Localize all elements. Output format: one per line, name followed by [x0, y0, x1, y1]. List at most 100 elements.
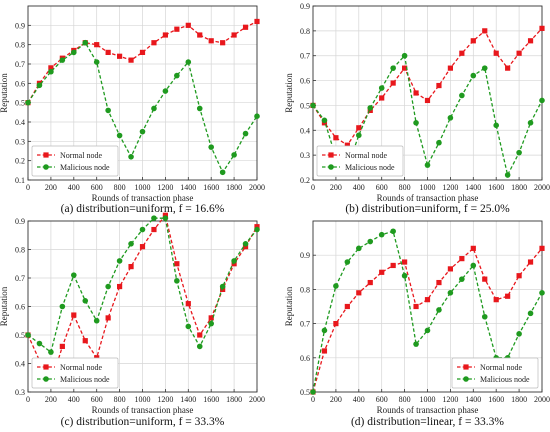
malicious-node-point [344, 259, 351, 265]
legend-label: Malicious node [345, 163, 395, 172]
malicious-node-point [139, 226, 146, 233]
normal-node-point [71, 312, 77, 318]
malicious-node-point [196, 105, 203, 112]
y-tick-label: 0.7 [300, 320, 310, 329]
malicious-node-point [539, 97, 545, 104]
legend-label: Normal node [60, 151, 102, 160]
x-tick-label: 1800 [226, 395, 242, 404]
normal-node-point [321, 348, 328, 354]
normal-node-point [242, 24, 249, 30]
x-tick-label: 1800 [511, 395, 527, 404]
normal-node-point [367, 279, 373, 286]
x-tick-label: 200 [330, 395, 342, 404]
x-tick-label: 600 [91, 395, 103, 404]
x-tick-label: 1600 [488, 395, 504, 404]
normal-node-series-line [27, 213, 258, 386]
malicious-node-point [231, 258, 237, 264]
malicious-node-point [539, 290, 545, 296]
x-tick-label: 800 [114, 183, 126, 192]
y-tick-label: 0.5 [15, 99, 25, 108]
x-tick-label: 2000 [534, 183, 550, 192]
malicious-node-point [105, 283, 111, 290]
malicious-node-point [321, 327, 328, 334]
malicious-node-point [470, 262, 477, 269]
normal-node-point [82, 338, 88, 344]
x-tick-label: 1400 [180, 183, 196, 192]
x-tick-label: 1600 [203, 183, 219, 192]
malicious-node-point [424, 162, 431, 168]
legend-marker [43, 376, 49, 382]
normal-node-point [539, 25, 545, 31]
y-tick-label: 0.7 [15, 60, 25, 69]
malicious-node-point [208, 144, 214, 150]
x-tick-label: 600 [376, 395, 388, 404]
x-tick-label: 400 [68, 183, 80, 192]
malicious-node-point [378, 85, 385, 91]
malicious-node-point [321, 117, 328, 124]
panel-caption: (b) distribution=uniform, f = 25.0% [345, 203, 510, 215]
normal-node-point [493, 297, 499, 303]
normal-node-point [220, 40, 226, 46]
normal-node-point [470, 38, 476, 44]
malicious-node-point [185, 59, 192, 65]
normal-node-point [333, 135, 339, 141]
x-tick-label: 200 [45, 395, 57, 404]
normal-node-point [59, 343, 65, 349]
x-tick-label: 1800 [511, 183, 527, 192]
malicious-node-point [504, 172, 511, 178]
normal-node-point [333, 321, 339, 327]
malicious-node-point [48, 349, 54, 355]
malicious-node-point [25, 332, 31, 338]
malicious-node-point [367, 105, 374, 111]
normal-node-point [197, 32, 203, 38]
normal-node-point [128, 57, 134, 63]
legend-marker [43, 164, 49, 170]
x-tick-label: 1600 [488, 183, 504, 192]
normal-node-point [105, 315, 111, 321]
normal-node-point [470, 245, 476, 251]
normal-node-point [185, 301, 191, 307]
malicious-node-point [116, 258, 123, 264]
malicious-node-point [310, 102, 316, 109]
y-tick-label: 0.6 [300, 354, 310, 363]
legend-marker [43, 364, 49, 370]
malicious-node-point [447, 115, 454, 121]
x-tick-label: 200 [330, 183, 342, 192]
malicious-node-point [25, 99, 31, 106]
normal-node-point [379, 269, 385, 275]
x-tick-label: 600 [91, 183, 103, 192]
malicious-node-point [310, 389, 316, 395]
legend-marker [463, 376, 469, 382]
panel-caption: (a) distribution=uniform, f = 16.6% [61, 203, 225, 215]
x-tick-label: 400 [353, 395, 365, 404]
malicious-node-point [254, 113, 260, 119]
malicious-node-point [493, 122, 500, 129]
malicious-node-point [413, 120, 419, 126]
x-tick-label: 2000 [534, 395, 550, 404]
malicious-node-point [516, 149, 522, 156]
normal-node-point [505, 65, 511, 71]
normal-node-point [162, 212, 168, 218]
normal-node-point [402, 259, 408, 265]
legend-label: Normal node [480, 363, 522, 372]
normal-node-point [151, 40, 157, 46]
legend-marker [328, 164, 334, 170]
legend-marker [328, 152, 334, 158]
x-tick-label: 1000 [420, 183, 436, 192]
malicious-node-point [436, 139, 442, 146]
normal-node-point [128, 264, 134, 270]
normal-node-point [208, 38, 214, 44]
malicious-node-point [470, 72, 477, 79]
malicious-node-point [151, 215, 157, 221]
legend-label: Malicious node [480, 375, 530, 384]
x-tick-label: 1400 [465, 395, 481, 404]
legend-box [316, 145, 404, 177]
legend-label: Normal node [345, 151, 387, 160]
x-tick-label: 1200 [442, 395, 458, 404]
malicious-node-point [401, 52, 408, 59]
malicious-node-point [59, 303, 66, 310]
y-tick-label: 0.8 [300, 285, 310, 294]
malicious-node-point [356, 132, 362, 139]
malicious-node-point [162, 215, 169, 221]
normal-node-point [413, 303, 419, 310]
